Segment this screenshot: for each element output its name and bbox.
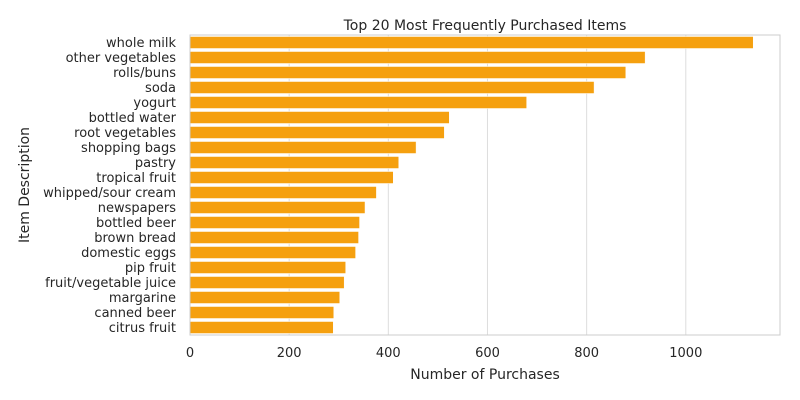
y-tick-label: brown bread [94, 231, 176, 246]
grid-lines [189, 35, 687, 335]
bar [189, 96, 527, 109]
x-axis-label: Number of Purchases [410, 367, 560, 383]
y-tick-label: newspapers [98, 201, 176, 216]
bar [189, 156, 399, 169]
bar [189, 216, 360, 229]
y-tick-label: bottled beer [96, 216, 177, 231]
x-tick-label: 200 [277, 346, 302, 361]
bar [189, 291, 340, 304]
bars-group [189, 36, 754, 334]
y-tick-label: soda [145, 81, 176, 96]
y-tick-label: whole milk [106, 36, 176, 51]
bar [189, 321, 334, 334]
y-tick-label: other vegetables [66, 51, 177, 66]
bar [189, 36, 754, 49]
y-tick-label: margarine [109, 291, 176, 306]
bar [189, 186, 377, 199]
y-tick-label: pastry [135, 156, 176, 171]
bar [189, 81, 595, 94]
bar [189, 141, 417, 154]
y-tick-label: fruit/vegetable juice [45, 276, 176, 291]
bar [189, 306, 335, 319]
y-tick-label: domestic eggs [81, 246, 176, 261]
y-axis-label: Item Description [17, 127, 33, 243]
y-tick-label: tropical fruit [96, 171, 176, 186]
x-tick-label: 0 [186, 346, 194, 361]
chart-title: Top 20 Most Frequently Purchased Items [343, 18, 627, 34]
y-tick-label: bottled water [89, 111, 177, 126]
bar [189, 201, 366, 214]
bar [189, 126, 445, 139]
bar [189, 111, 450, 124]
x-tick-label: 600 [475, 346, 500, 361]
y-tick-label: root vegetables [74, 126, 176, 141]
bar [189, 66, 627, 79]
bar [189, 246, 356, 259]
bar [189, 51, 646, 64]
y-tick-label: yogurt [133, 96, 176, 111]
x-tick-labels: 0 200 400 600 800 1000 [186, 346, 702, 361]
bar [189, 261, 346, 274]
bar [189, 171, 394, 184]
x-tick-label: 400 [376, 346, 401, 361]
bar [189, 276, 345, 289]
y-tick-label: citrus fruit [109, 321, 176, 336]
x-tick-label: 800 [574, 346, 599, 361]
y-tick-label: whipped/sour cream [43, 186, 176, 201]
y-tick-label: canned beer [94, 306, 176, 321]
plot-frame [189, 34, 781, 336]
bar [189, 231, 359, 244]
y-tick-label: pip fruit [125, 261, 176, 276]
y-tick-label: rolls/buns [113, 66, 176, 81]
y-tick-label: shopping bags [81, 141, 176, 156]
x-tick-label: 1000 [669, 346, 702, 361]
